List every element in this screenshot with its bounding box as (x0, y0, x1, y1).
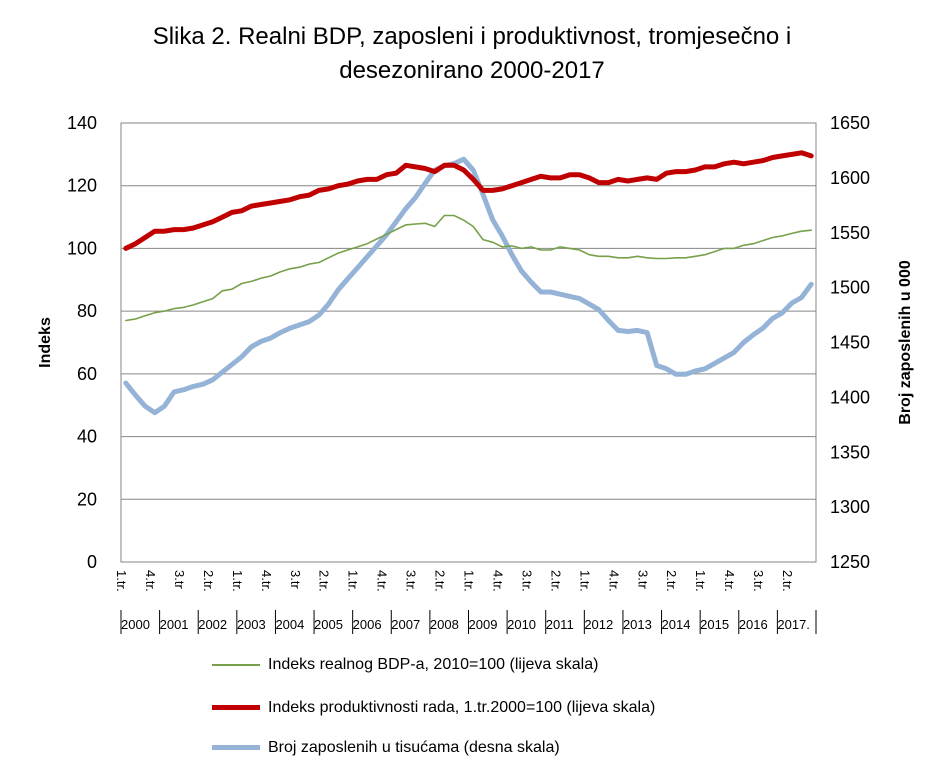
x-quarter-label: 1.tr. (462, 570, 477, 592)
x-year-label: 2008 (430, 617, 459, 632)
y-right-tick-label: 1300 (830, 497, 870, 517)
x-quarter-label: 1.tr. (346, 570, 361, 592)
y-axis-left-title: Indeks (37, 317, 54, 368)
y-left-tick-label: 120 (67, 176, 97, 196)
y-left-tick-label: 100 (67, 238, 97, 258)
series-line-productivity (123, 150, 814, 251)
x-year-label: 2010 (507, 617, 536, 632)
legend-label-employment: Broj zaposlenih u tisućama (desna skala) (268, 739, 560, 756)
x-quarter-label: 2.tr. (201, 570, 216, 592)
x-quarter-label: 3.tr (172, 570, 187, 589)
chart-title: Slika 2. Realni BDP, zaposleni i produkt… (0, 20, 944, 88)
y-left-tick-label: 140 (67, 113, 97, 133)
x-quarter-label: 2.tr. (780, 570, 795, 592)
x-year-label: 2000 (121, 617, 150, 632)
y-right-tick-label: 1350 (830, 442, 870, 462)
x-quarter-label: 3.tr. (404, 570, 419, 592)
series-lines (123, 150, 814, 416)
x-quarter-label: 4.tr. (143, 570, 158, 592)
x-axis: 1.tr. 4.tr. 3.tr 2.tr. 1.tr. 4.tr. 3.tr 2.tr. 1.… (114, 570, 817, 634)
y-left-tick-label: 80 (77, 301, 97, 321)
x-quarter-label: 1.tr. (693, 570, 708, 592)
series-line-gdp (125, 214, 813, 322)
plot-area (120, 122, 817, 563)
y-right-tick-label: 1650 (830, 113, 870, 133)
x-year-label: 2011 (546, 617, 574, 632)
gridlines (121, 122, 816, 563)
y-axis-left: 0 20 40 60 80 100 120 140 (67, 113, 97, 572)
x-year-label: 2007 (391, 617, 420, 632)
legend-swatch-employment (212, 745, 260, 750)
x-year-label: 2009 (469, 617, 498, 632)
chart-title-line-1: Slika 2. Realni BDP, zaposleni i produkt… (152, 23, 792, 50)
y-axis-right: 1250 1300 1350 1400 1450 1500 1550 1600 1650 (830, 113, 870, 572)
legend-label-gdp: Indeks realnog BDP-a, 2010=100 (lijeva s… (268, 656, 599, 673)
x-year-label: 2006 (353, 617, 382, 632)
x-year-label: 2013 (623, 617, 652, 632)
chart-title-line-2: desezonirano 2000-2017 (339, 57, 605, 84)
y-right-tick-label: 1600 (830, 168, 870, 188)
x-quarter-label: 1.tr. (577, 570, 592, 592)
y-right-tick-label: 1450 (830, 333, 870, 353)
legend-swatch-productivity (212, 705, 260, 710)
y-right-tick-label: 1250 (830, 552, 870, 572)
y-right-tick-label: 1550 (830, 223, 870, 243)
x-year-label: 2004 (275, 617, 304, 632)
x-quarter-label: 3.tr (635, 570, 650, 589)
x-year-label: 2015 (700, 617, 729, 632)
x-quarter-label: 2.tr. (433, 570, 448, 592)
x-year-label: 2012 (584, 617, 613, 632)
y-left-tick-label: 40 (77, 427, 97, 447)
x-quarter-label: 2.tr. (548, 570, 563, 592)
legend-swatch-gdp (212, 664, 260, 666)
x-quarter-label: 4.tr. (722, 570, 737, 592)
x-quarter-label: 1.tr. (114, 570, 129, 592)
x-year-label: 2001 (160, 617, 189, 632)
y-right-tick-label: 1500 (830, 278, 870, 298)
x-year-label: 2002 (198, 617, 227, 632)
x-quarter-label: 3.tr. (519, 570, 534, 592)
x-year-label: 2017. (777, 617, 810, 632)
y-axis-right-title: Broj zaposlenih u 000 (897, 260, 914, 425)
legend-label-productivity: Indeks produktivnosti rada, 1.tr.2000=10… (268, 699, 656, 716)
x-quarter-label: 4.tr. (259, 570, 274, 592)
x-quarter-label: 2.tr. (317, 570, 332, 592)
x-quarter-label: 2.tr. (664, 570, 679, 592)
x-quarter-label: 3.tr (288, 570, 303, 589)
x-quarter-label: 4.tr. (375, 570, 390, 592)
y-left-tick-label: 60 (77, 364, 97, 384)
x-quarter-label: 3.tr. (751, 570, 766, 592)
x-quarter-label: 4.tr. (490, 570, 505, 592)
y-left-tick-label: 20 (77, 489, 97, 509)
x-year-label: 2003 (237, 617, 266, 632)
x-year-label: 2005 (314, 617, 343, 632)
x-quarter-label: 1.tr. (230, 570, 245, 592)
series-line-employment (123, 156, 814, 416)
x-quarter-label: 4.tr. (606, 570, 621, 592)
x-year-label: 2014 (662, 617, 691, 632)
x-year-label: 2016 (739, 617, 768, 632)
y-right-tick-label: 1400 (830, 387, 870, 407)
y-left-tick-label: 0 (87, 552, 97, 572)
